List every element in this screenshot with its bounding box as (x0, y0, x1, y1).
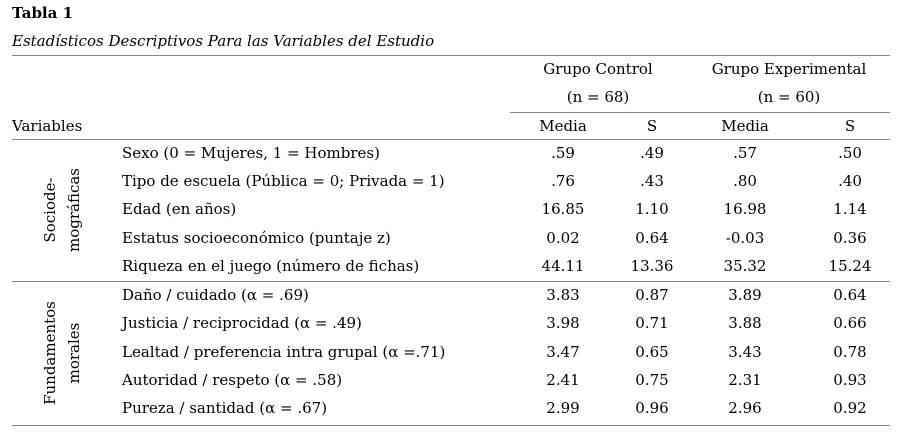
control-s: .49 (640, 144, 664, 162)
header-rule (12, 139, 890, 140)
control-s: 0.75 (635, 371, 669, 389)
exp-media: .57 (733, 144, 757, 162)
exp-s: 0.93 (833, 371, 867, 389)
exp-media: 35.32 (723, 257, 767, 275)
variable-name: Sexo (0 = Mujeres, 1 = Hombres) (122, 144, 380, 162)
control-media: .59 (551, 144, 575, 162)
exp-media: 3.43 (728, 343, 762, 361)
variable-name: Pureza / santidad (α = .67) (122, 399, 328, 417)
top-rule (12, 55, 890, 56)
variable-name: Tipo de escuela (Pública = 0; Privada = … (122, 172, 445, 190)
section-label-line: Fundamentos (41, 301, 59, 405)
variable-name: Autoridad / respeto (α = .58) (122, 371, 343, 389)
exp-s: 1.14 (833, 200, 867, 218)
group-exp-header: Grupo Experimental (711, 60, 867, 78)
s-header: S (844, 117, 856, 135)
group-control-n: (n = 68) (566, 88, 630, 106)
exp-s: 0.64 (833, 286, 867, 304)
exp-media: .80 (733, 172, 757, 190)
section-label-line: Sociode- (41, 177, 59, 243)
exp-s: 0.66 (833, 314, 867, 332)
control-s: 1.10 (635, 200, 669, 218)
section-rule (12, 281, 890, 282)
exp-s: 0.92 (833, 399, 867, 417)
exp-s: .40 (838, 172, 862, 190)
control-s: .43 (640, 172, 664, 190)
variable-name: Edad (en años) (122, 200, 237, 218)
exp-media: 2.31 (728, 371, 762, 389)
control-s: 0.87 (635, 286, 669, 304)
control-media: 3.83 (546, 286, 580, 304)
variables-header: Variables (12, 117, 83, 135)
control-media: 2.41 (546, 371, 580, 389)
exp-s: 0.36 (833, 229, 867, 247)
media-header: Media (721, 117, 769, 135)
control-s: 0.96 (635, 399, 669, 417)
table-title: Estadísticos Descriptivos Para las Varia… (12, 32, 435, 50)
variable-name: Lealtad / preferencia intra grupal (α =.… (122, 343, 446, 361)
control-s: 0.65 (635, 343, 669, 361)
exp-media: 3.88 (728, 314, 762, 332)
section-label-line: morales (65, 322, 83, 384)
control-media: 3.98 (546, 314, 580, 332)
control-s: 0.71 (635, 314, 669, 332)
s-header: S (646, 117, 658, 135)
exp-media: 16.98 (723, 200, 767, 218)
table-number: Tabla 1 (12, 4, 74, 22)
section-label-line: mográficas (65, 167, 83, 253)
group-rule (510, 112, 890, 113)
group-control-header: Grupo Control (543, 60, 653, 78)
exp-media: -0.03 (725, 229, 765, 247)
exp-s: 15.24 (828, 257, 872, 275)
exp-s: .50 (838, 144, 862, 162)
media-header: Media (539, 117, 587, 135)
exp-media: 3.89 (728, 286, 762, 304)
control-media: 0.02 (546, 229, 580, 247)
exp-media: 2.96 (728, 399, 762, 417)
control-s: 0.64 (635, 229, 669, 247)
variable-name: Riqueza en el juego (número de fichas) (122, 257, 420, 275)
control-media: 2.99 (546, 399, 580, 417)
bottom-rule (12, 425, 890, 426)
variable-name: Estatus socioeconómico (puntaje z) (122, 229, 391, 247)
group-exp-n: (n = 60) (757, 88, 821, 106)
section-label: Sociode-mográficas (38, 140, 86, 280)
exp-s: 0.78 (833, 343, 867, 361)
variable-name: Justicia / reciprocidad (α = .49) (122, 314, 362, 332)
variable-name: Daño / cuidado (α = .69) (122, 286, 309, 304)
control-s: 13.36 (630, 257, 674, 275)
section-label: Fundamentos morales (38, 283, 86, 423)
control-media: .76 (551, 172, 575, 190)
control-media: 3.47 (546, 343, 580, 361)
control-media: 16.85 (541, 200, 585, 218)
control-media: 44.11 (541, 257, 585, 275)
